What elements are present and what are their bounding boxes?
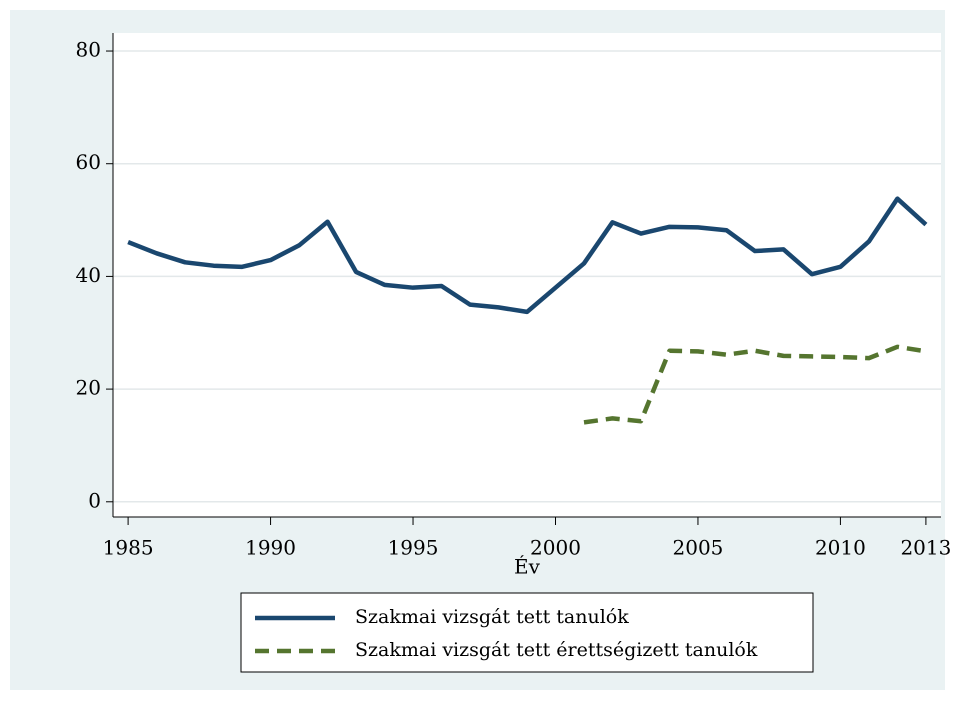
y-tick-label: 60 bbox=[76, 150, 101, 174]
legend-label: Szakmai vizsgát tett tanulók bbox=[355, 606, 629, 628]
x-tick-label: 2013 bbox=[900, 536, 951, 560]
grid bbox=[113, 50, 941, 503]
series-line bbox=[583, 344, 927, 425]
y-tick-label: 20 bbox=[76, 376, 101, 400]
marks bbox=[127, 196, 928, 425]
legend bbox=[240, 592, 814, 673]
x-axis-label: Év bbox=[514, 555, 541, 579]
x-tick-label: 2005 bbox=[673, 536, 724, 560]
x-tick-label: 2000 bbox=[530, 536, 581, 560]
x-tick-label: 1990 bbox=[245, 536, 296, 560]
y-tick-label: 0 bbox=[88, 488, 101, 512]
legend-label: Szakmai vizsgát tett érettségizett tanul… bbox=[355, 639, 758, 661]
y-tick-label: 40 bbox=[76, 263, 101, 287]
y-tick-label: 80 bbox=[76, 38, 101, 62]
x-tick-label: 1985 bbox=[103, 536, 154, 560]
series-line bbox=[127, 196, 928, 315]
x-tick-label: 2010 bbox=[815, 536, 866, 560]
plot-area bbox=[113, 33, 941, 517]
x-tick-label: 1995 bbox=[388, 536, 439, 560]
